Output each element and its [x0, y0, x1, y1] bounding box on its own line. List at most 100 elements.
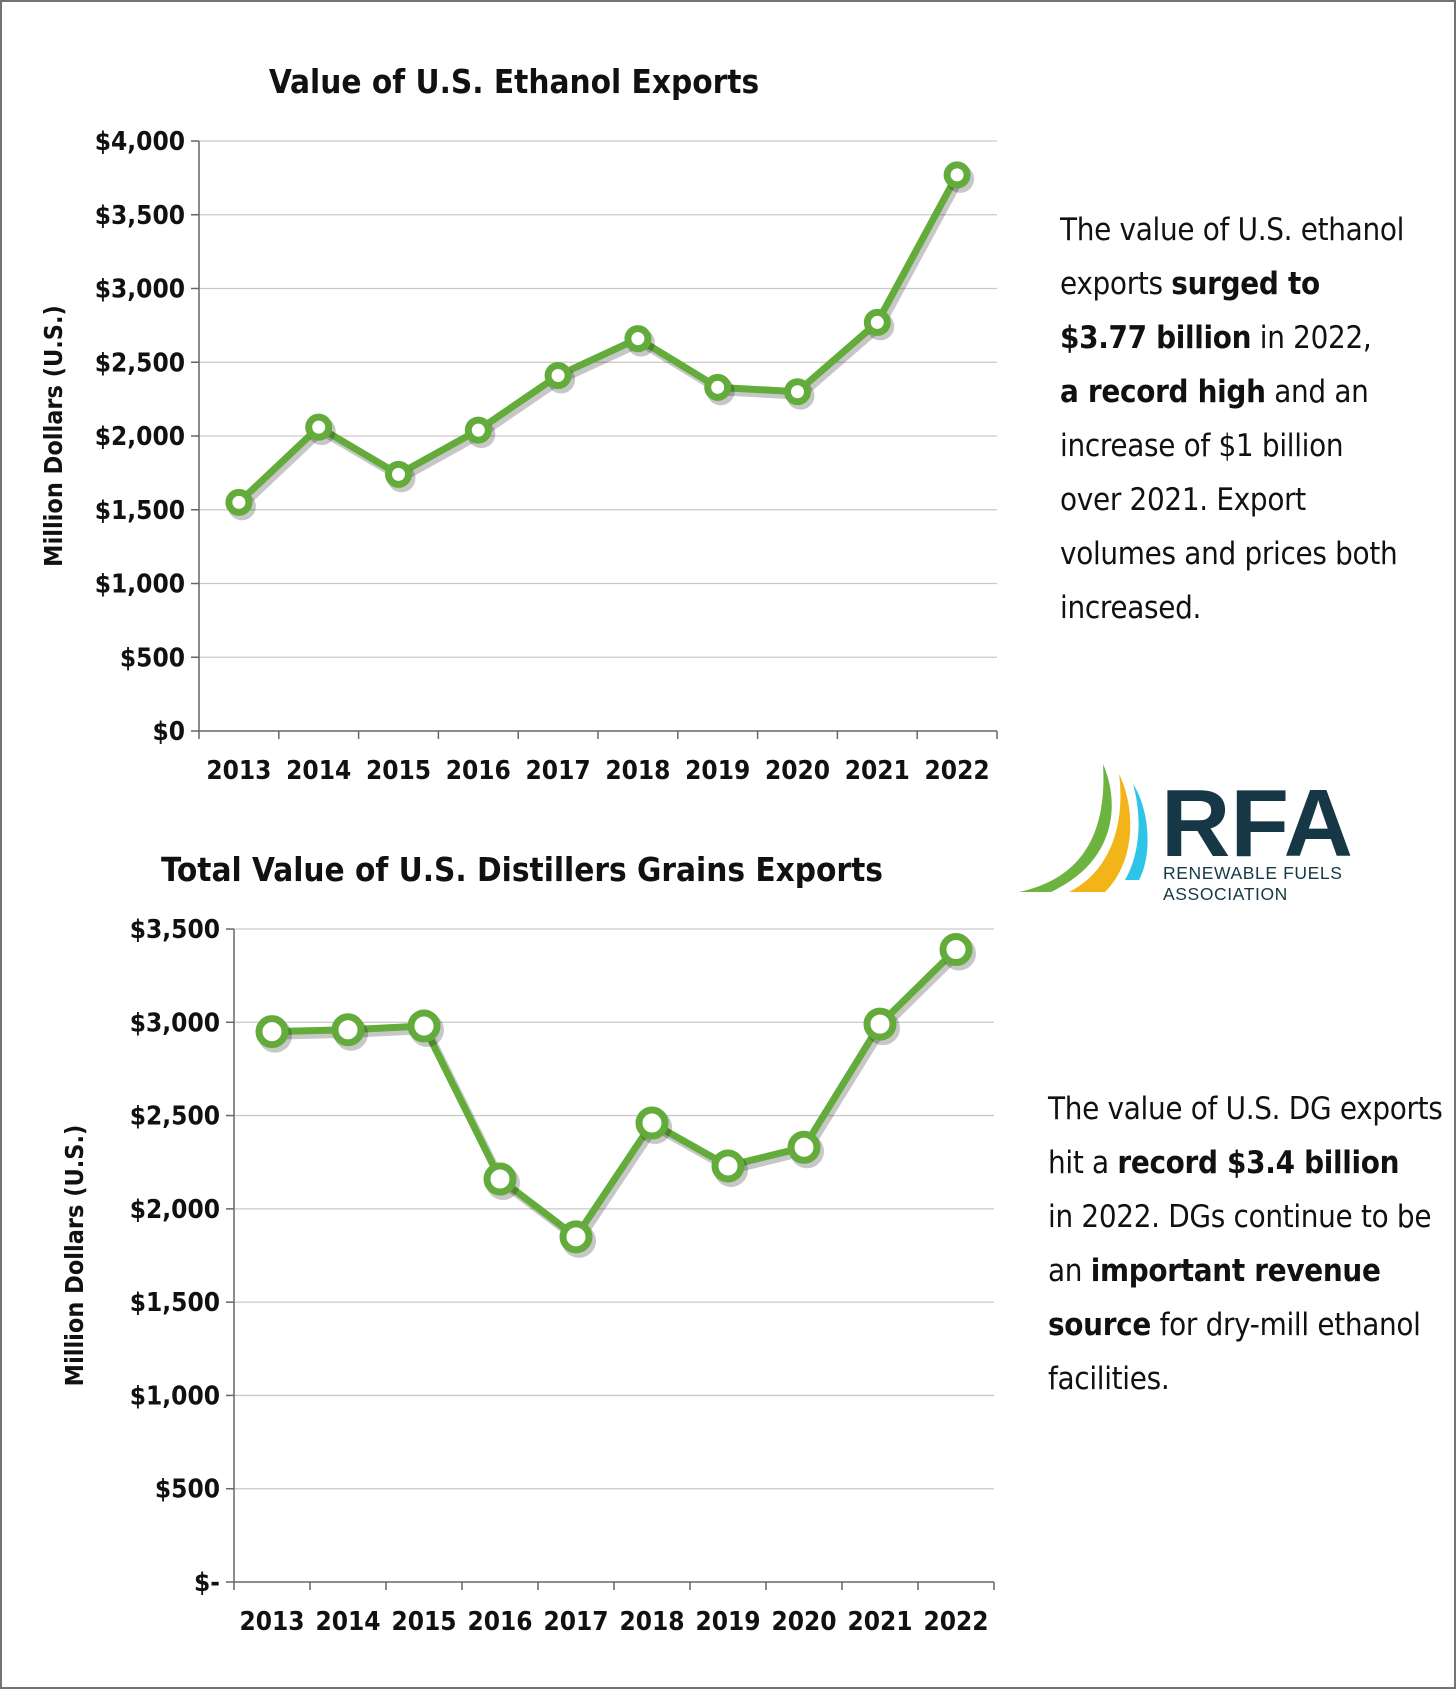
data-point: [635, 1106, 669, 1140]
x-tick-label: 2019: [695, 1607, 760, 1637]
note-line: increase of $1 billion: [1060, 419, 1440, 473]
note-highlight: record $3.4 billion: [1117, 1145, 1400, 1181]
note-text: increase of $1 billion: [1060, 428, 1344, 464]
note-highlight: surged to: [1171, 266, 1320, 302]
y-tick-label: $1,000: [130, 1381, 220, 1411]
note-line: $3.77 billion in 2022,: [1060, 311, 1440, 365]
x-tick-label: 2017: [526, 756, 591, 786]
series-line-shadow: [274, 950, 962, 1245]
note-line: exports surged to: [1060, 257, 1440, 311]
x-tick-label: 2013: [239, 1607, 304, 1637]
distillers-grains-exports-chart: Total Value of U.S. Distillers Grains Ex…: [60, 850, 995, 1637]
y-tick-label: $2,500: [95, 348, 185, 378]
data-point: [939, 933, 973, 967]
logo-acronym: RFA: [1161, 770, 1353, 877]
note-line: volumes and prices both: [1060, 527, 1440, 581]
data-point: [407, 1009, 441, 1043]
y-tick-label: $500: [120, 643, 185, 673]
data-point: [784, 378, 811, 406]
rfa-logo: RFA RENEWABLE FUELS ASSOCIATION: [1019, 764, 1353, 904]
x-tick-label: 2021: [845, 756, 910, 786]
chart-title: Value of U.S. Ethanol Exports: [269, 62, 759, 101]
note-text: hit a: [1048, 1145, 1118, 1181]
y-axis-label: Million Dollars (U.S.): [39, 305, 68, 567]
note-text: over 2021. Export: [1060, 482, 1306, 518]
y-tick-label: $3,000: [130, 1008, 220, 1038]
note-line: source for dry-mill ethanol: [1048, 1298, 1448, 1352]
x-tick-label: 2015: [391, 1607, 456, 1637]
y-tick-label: $-: [194, 1568, 220, 1598]
x-tick-label: 2014: [315, 1607, 380, 1637]
ethanol-exports-chart: Value of U.S. Ethanol Exports Million Dol…: [39, 62, 998, 786]
data-point: [704, 373, 732, 401]
x-tick-label: 2017: [543, 1607, 608, 1637]
note-text: for dry-mill ethanol: [1151, 1307, 1421, 1343]
x-tick-label: 2018: [619, 1607, 684, 1637]
note-text: exports: [1060, 266, 1172, 302]
note-line: The value of U.S. DG exports: [1048, 1082, 1448, 1136]
note-highlight: $3.77 billion: [1060, 320, 1252, 356]
note-line: in 2022. DGs continue to be: [1048, 1190, 1448, 1244]
ethanol-note: The value of U.S. ethanol exports surged…: [1060, 203, 1440, 635]
chart-title: Total Value of U.S. Distillers Grains Ex…: [161, 850, 883, 889]
x-tick-label: 2022: [923, 1607, 988, 1637]
note-line: increased.: [1060, 581, 1440, 635]
x-tick-label: 2013: [206, 756, 271, 786]
note-text: The value of U.S. ethanol: [1060, 212, 1405, 248]
note-text: volumes and prices both: [1060, 536, 1398, 572]
x-tick-label: 2021: [847, 1607, 912, 1637]
y-tick-label: $4,000: [95, 127, 185, 157]
data-point: [863, 308, 891, 336]
dg-note: The value of U.S. DG exports hit a recor…: [1048, 1082, 1448, 1406]
data-point: [331, 1013, 365, 1047]
y-tick-label: $1,500: [95, 496, 185, 526]
note-line: over 2021. Export: [1060, 473, 1440, 527]
note-text: increased.: [1060, 590, 1202, 626]
note-text: an: [1048, 1253, 1091, 1289]
y-tick-label: $3,000: [95, 275, 185, 305]
series-line: [268, 946, 960, 1241]
data-point: [711, 1149, 745, 1183]
y-tick-label: $2,000: [130, 1195, 220, 1225]
note-highlight: important revenue: [1090, 1253, 1381, 1289]
y-tick-label: $1,000: [95, 570, 185, 600]
y-tick-label: $0: [152, 717, 185, 747]
y-tick-label: $500: [155, 1475, 220, 1505]
note-text: in 2022,: [1251, 320, 1372, 356]
note-highlight: a record high: [1060, 374, 1266, 410]
y-tick-label: $2,500: [130, 1102, 220, 1132]
y-tick-label: $3,500: [130, 915, 220, 945]
y-tick-label: $3,500: [95, 201, 185, 231]
x-tick-label: 2016: [467, 1607, 532, 1637]
data-point: [385, 460, 412, 488]
data-point: [559, 1220, 593, 1254]
x-tick-label: 2022: [925, 756, 990, 786]
note-line: facilities.: [1048, 1352, 1448, 1406]
data-point: [544, 362, 572, 390]
note-text: and an: [1265, 374, 1369, 410]
data-point: [225, 488, 253, 516]
x-tick-label: 2016: [446, 756, 511, 786]
data-point: [943, 161, 971, 189]
y-tick-label: $2,000: [95, 422, 185, 452]
x-tick-label: 2014: [286, 756, 351, 786]
note-text: The value of U.S. DG exports: [1048, 1091, 1443, 1127]
data-point: [624, 325, 652, 353]
logo-line1: RENEWABLE FUELS: [1163, 863, 1343, 883]
data-point: [305, 413, 333, 441]
series-line: [235, 171, 961, 506]
y-axis-label: Million Dollars (U.S.): [60, 1125, 89, 1387]
note-line: The value of U.S. ethanol: [1060, 203, 1440, 257]
y-tick-label: $1,500: [130, 1288, 220, 1318]
x-tick-label: 2015: [366, 756, 431, 786]
swoosh-icon: [1019, 764, 1148, 892]
x-tick-label: 2019: [685, 756, 750, 786]
note-line: a record high and an: [1060, 365, 1440, 419]
logo-line2: ASSOCIATION: [1163, 884, 1288, 904]
data-point: [464, 416, 492, 444]
note-highlight: source: [1048, 1307, 1152, 1343]
note-text: facilities.: [1048, 1361, 1170, 1397]
data-point: [483, 1162, 517, 1196]
data-point: [863, 1007, 897, 1041]
